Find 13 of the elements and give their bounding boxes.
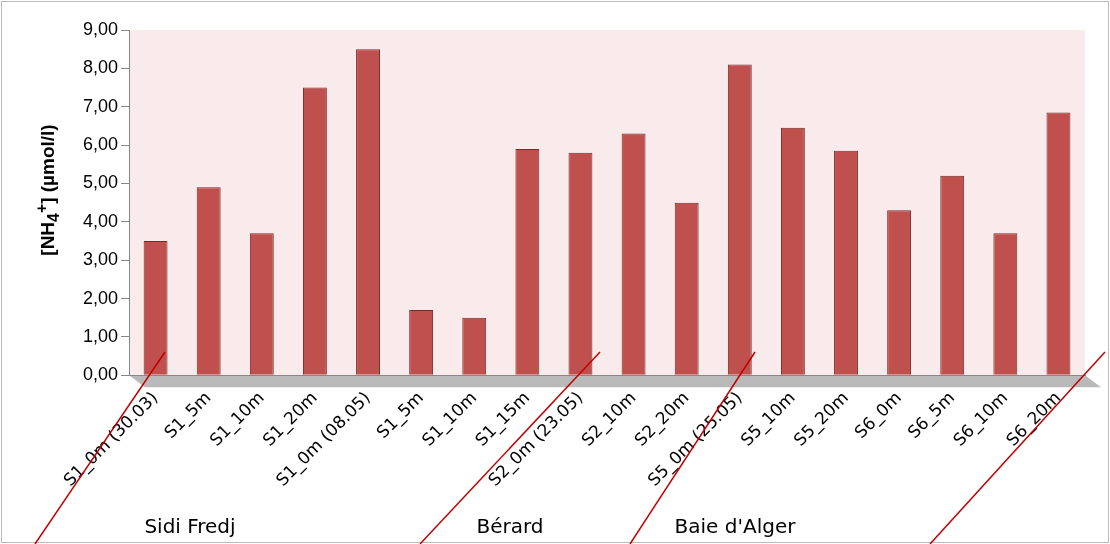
y-tick-label: 5,00 — [82, 172, 119, 193]
text: Bérard — [476, 514, 544, 538]
y-tick-label: 7,00 — [82, 95, 119, 116]
text: Baie d'Alger — [674, 514, 796, 538]
y-tick-label: 0,00 — [82, 364, 119, 385]
y-tick-label: 1,00 — [82, 325, 119, 346]
text: Sidi Fredj — [144, 514, 236, 538]
y-tick-label: 2,00 — [82, 287, 119, 308]
y-tick-label: 3,00 — [82, 249, 119, 270]
y-tick-label: 8,00 — [82, 57, 119, 78]
y-tick-label: 6,00 — [82, 134, 119, 155]
y-tick-label: 9,00 — [82, 18, 119, 39]
y-tick-label: 4,00 — [82, 210, 119, 231]
